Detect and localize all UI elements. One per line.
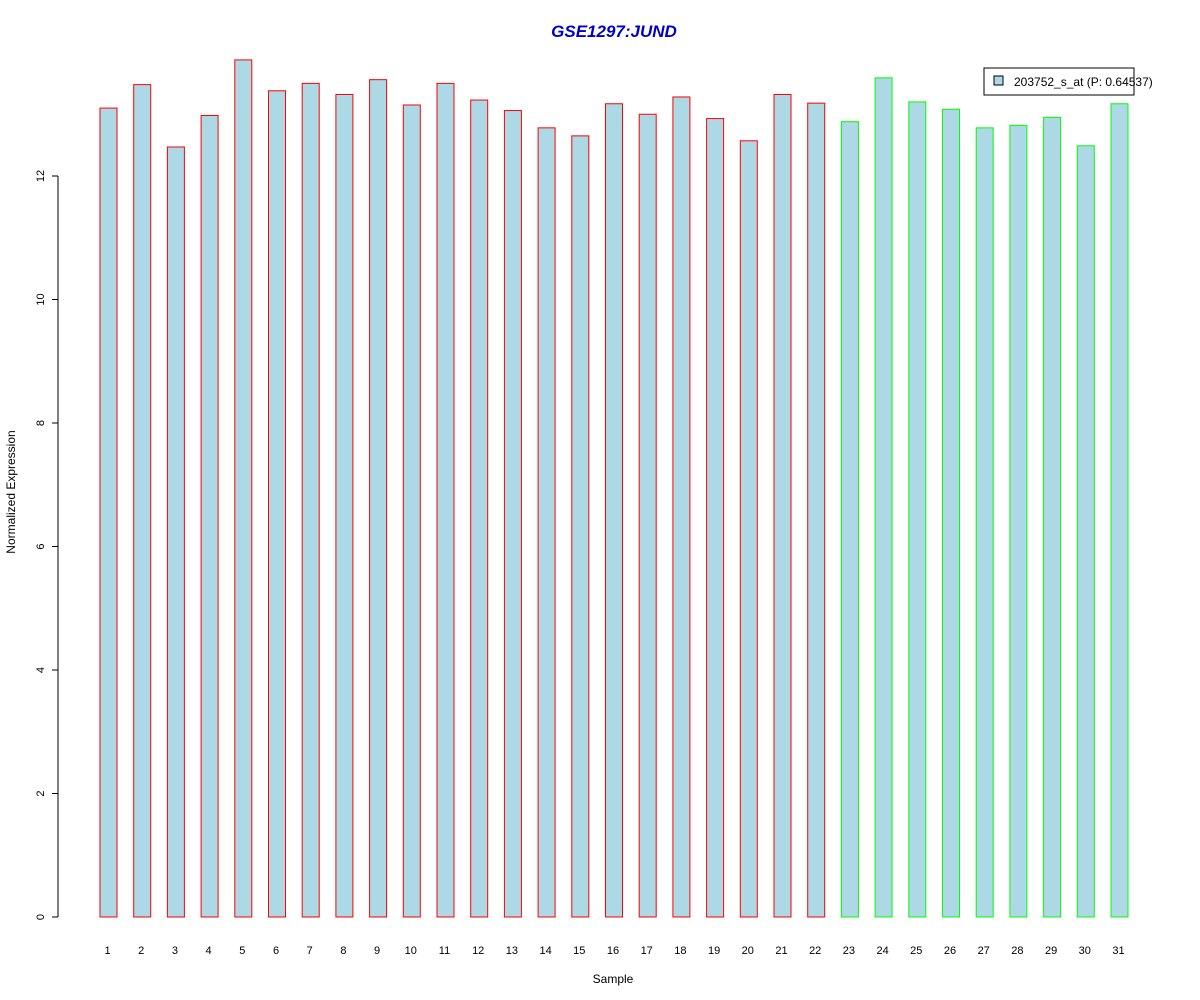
x-tick-label: 30: [1079, 945, 1091, 957]
x-tick-label: 25: [910, 945, 922, 957]
x-tick-label: 2: [138, 945, 144, 957]
y-tick-label: 2: [35, 790, 47, 796]
x-tick-label: 31: [1112, 945, 1124, 957]
bar: [739, 140, 758, 918]
x-tick-label: 13: [506, 945, 518, 957]
bar: [335, 93, 354, 918]
x-tick-label: 11: [439, 945, 450, 957]
bar: [1110, 103, 1129, 918]
legend-swatch: [993, 75, 1004, 86]
legend-label: 203752_s_at (P: 0.64537): [1014, 75, 1153, 89]
bar: [908, 101, 927, 918]
x-tick-label: 29: [1045, 945, 1057, 957]
x-tick-label: 23: [843, 945, 855, 957]
x-tick-label: 18: [674, 945, 686, 957]
bar: [874, 77, 893, 918]
legend: 203752_s_at (P: 0.64537): [983, 67, 1153, 96]
x-tick-label: 22: [809, 945, 821, 957]
bar: [773, 93, 792, 918]
x-tick-label: 27: [978, 945, 990, 957]
bar: [301, 82, 320, 918]
chart-title: GSE1297:JUND: [551, 22, 677, 41]
bar: [807, 102, 826, 918]
bar: [1076, 145, 1095, 918]
x-tick-label: 14: [539, 945, 551, 957]
x-tick-label: 6: [273, 945, 279, 957]
bar: [436, 82, 455, 918]
bar: [975, 127, 994, 918]
x-tick-label: 3: [172, 945, 178, 957]
bar: [706, 118, 725, 918]
bar: [369, 79, 388, 918]
y-axis-label: Normalized Expression: [4, 430, 18, 553]
x-tick-labels: 1 2 3 4 5 6 7 8 9 10 11 12 13 14 15 16 17 18 19 20 21 22 23 24 2…: [104, 945, 1124, 957]
bar: [537, 127, 556, 918]
y-tick-label: 8: [35, 420, 47, 426]
x-tick-label: 15: [573, 945, 585, 957]
x-tick-label: 17: [641, 945, 653, 957]
legend-box: [983, 67, 1135, 96]
x-tick-label: 28: [1011, 945, 1023, 957]
x-tick-label: 19: [708, 945, 720, 957]
bar: [672, 96, 691, 918]
bars-group: [99, 59, 1129, 918]
bar: [133, 84, 152, 918]
bar: [200, 114, 219, 918]
bar: [234, 59, 253, 918]
bar: [268, 90, 286, 918]
bar: [503, 110, 522, 918]
y-tick-label: 12: [35, 170, 47, 182]
bar: [99, 107, 118, 918]
x-tick-label: 12: [472, 945, 484, 957]
x-tick-label: 8: [340, 945, 346, 957]
bar: [166, 146, 185, 918]
x-tick-label: 4: [206, 945, 212, 957]
x-tick-label: 21: [775, 945, 787, 957]
bar: [638, 113, 657, 918]
bar: [942, 108, 960, 918]
x-tick-label: 9: [374, 945, 380, 957]
bar: [605, 103, 623, 918]
x-tick-label: 5: [239, 945, 245, 957]
bar: [1043, 116, 1062, 918]
x-tick-label: 24: [876, 945, 888, 957]
x-tick-label: 20: [742, 945, 754, 957]
x-tick-label: 10: [405, 945, 417, 957]
x-tick-label: 1: [104, 945, 110, 957]
bar: [571, 135, 590, 918]
x-tick-label: 26: [944, 945, 956, 957]
bar: [402, 104, 421, 918]
bar: [840, 121, 859, 918]
bar: [470, 99, 489, 918]
bar: [1009, 124, 1028, 918]
x-tick-label: 7: [307, 945, 313, 957]
y-axis: 0 2 4 6 8 10 12: [35, 170, 59, 920]
y-tick-label: 0: [35, 914, 47, 920]
x-axis-label: Sample: [593, 972, 634, 986]
x-tick-label: 16: [607, 945, 619, 957]
y-tick-label: 6: [35, 543, 47, 549]
y-tick-label: 4: [35, 667, 47, 673]
y-tick-label: 10: [35, 293, 47, 305]
